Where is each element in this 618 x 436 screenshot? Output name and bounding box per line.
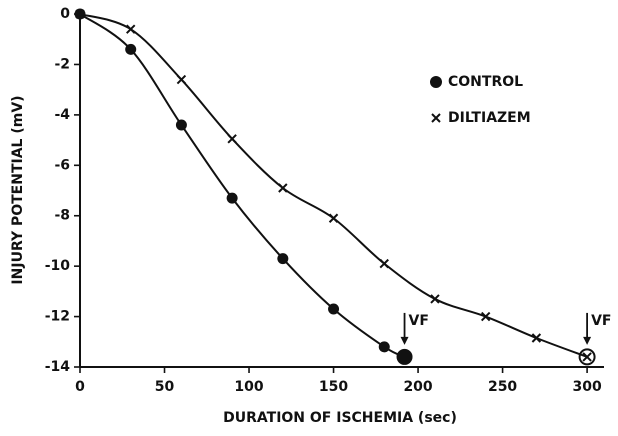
point [328,213,339,223]
point [480,311,491,322]
x-axis-title: DURATION OF ISCHEMIA (sec) [223,410,457,426]
x-tick-label: 300 [572,379,601,395]
y-tick-label: -8 [54,208,70,224]
point [277,253,289,265]
x-tick-label: 200 [403,379,432,395]
point [582,352,592,362]
annotation-arrowhead [400,336,409,345]
x-tick-label: 0 [75,379,85,395]
legend-label: CONTROL [448,74,523,90]
line [79,13,405,358]
point [126,24,136,34]
point [226,192,238,204]
annotation: VF [409,313,429,329]
point [328,303,340,315]
x-tick-label: 150 [319,379,348,395]
point-ring [578,348,596,366]
legend-label: DILTIAZEM [448,110,531,126]
annotation-arrowhead [583,336,592,345]
point [125,43,137,55]
legend-marker [430,76,442,88]
y-tick-label: -14 [45,359,71,375]
y-tick-label: -4 [54,107,70,123]
point [75,9,85,19]
y-tick-label: -10 [45,258,71,274]
y-tick-label: -6 [54,157,70,173]
y-axis-title: INJURY POTENTIAL (mV) [10,95,26,284]
annotation: VF [591,313,611,329]
x-tick-label: 50 [155,379,175,395]
y-tick-label: -12 [45,309,70,325]
point [278,183,288,193]
y-tick-label: 0 [60,6,70,22]
point [379,258,389,269]
legend-marker [431,113,441,123]
point [175,119,187,131]
x-tick-label: 250 [488,379,517,395]
point [176,74,187,85]
point [378,341,390,353]
point [430,294,440,304]
y-tick-label: -2 [54,56,70,72]
x-tick-label: 100 [234,379,263,395]
point [227,134,237,144]
point [531,333,542,343]
point [396,348,413,365]
